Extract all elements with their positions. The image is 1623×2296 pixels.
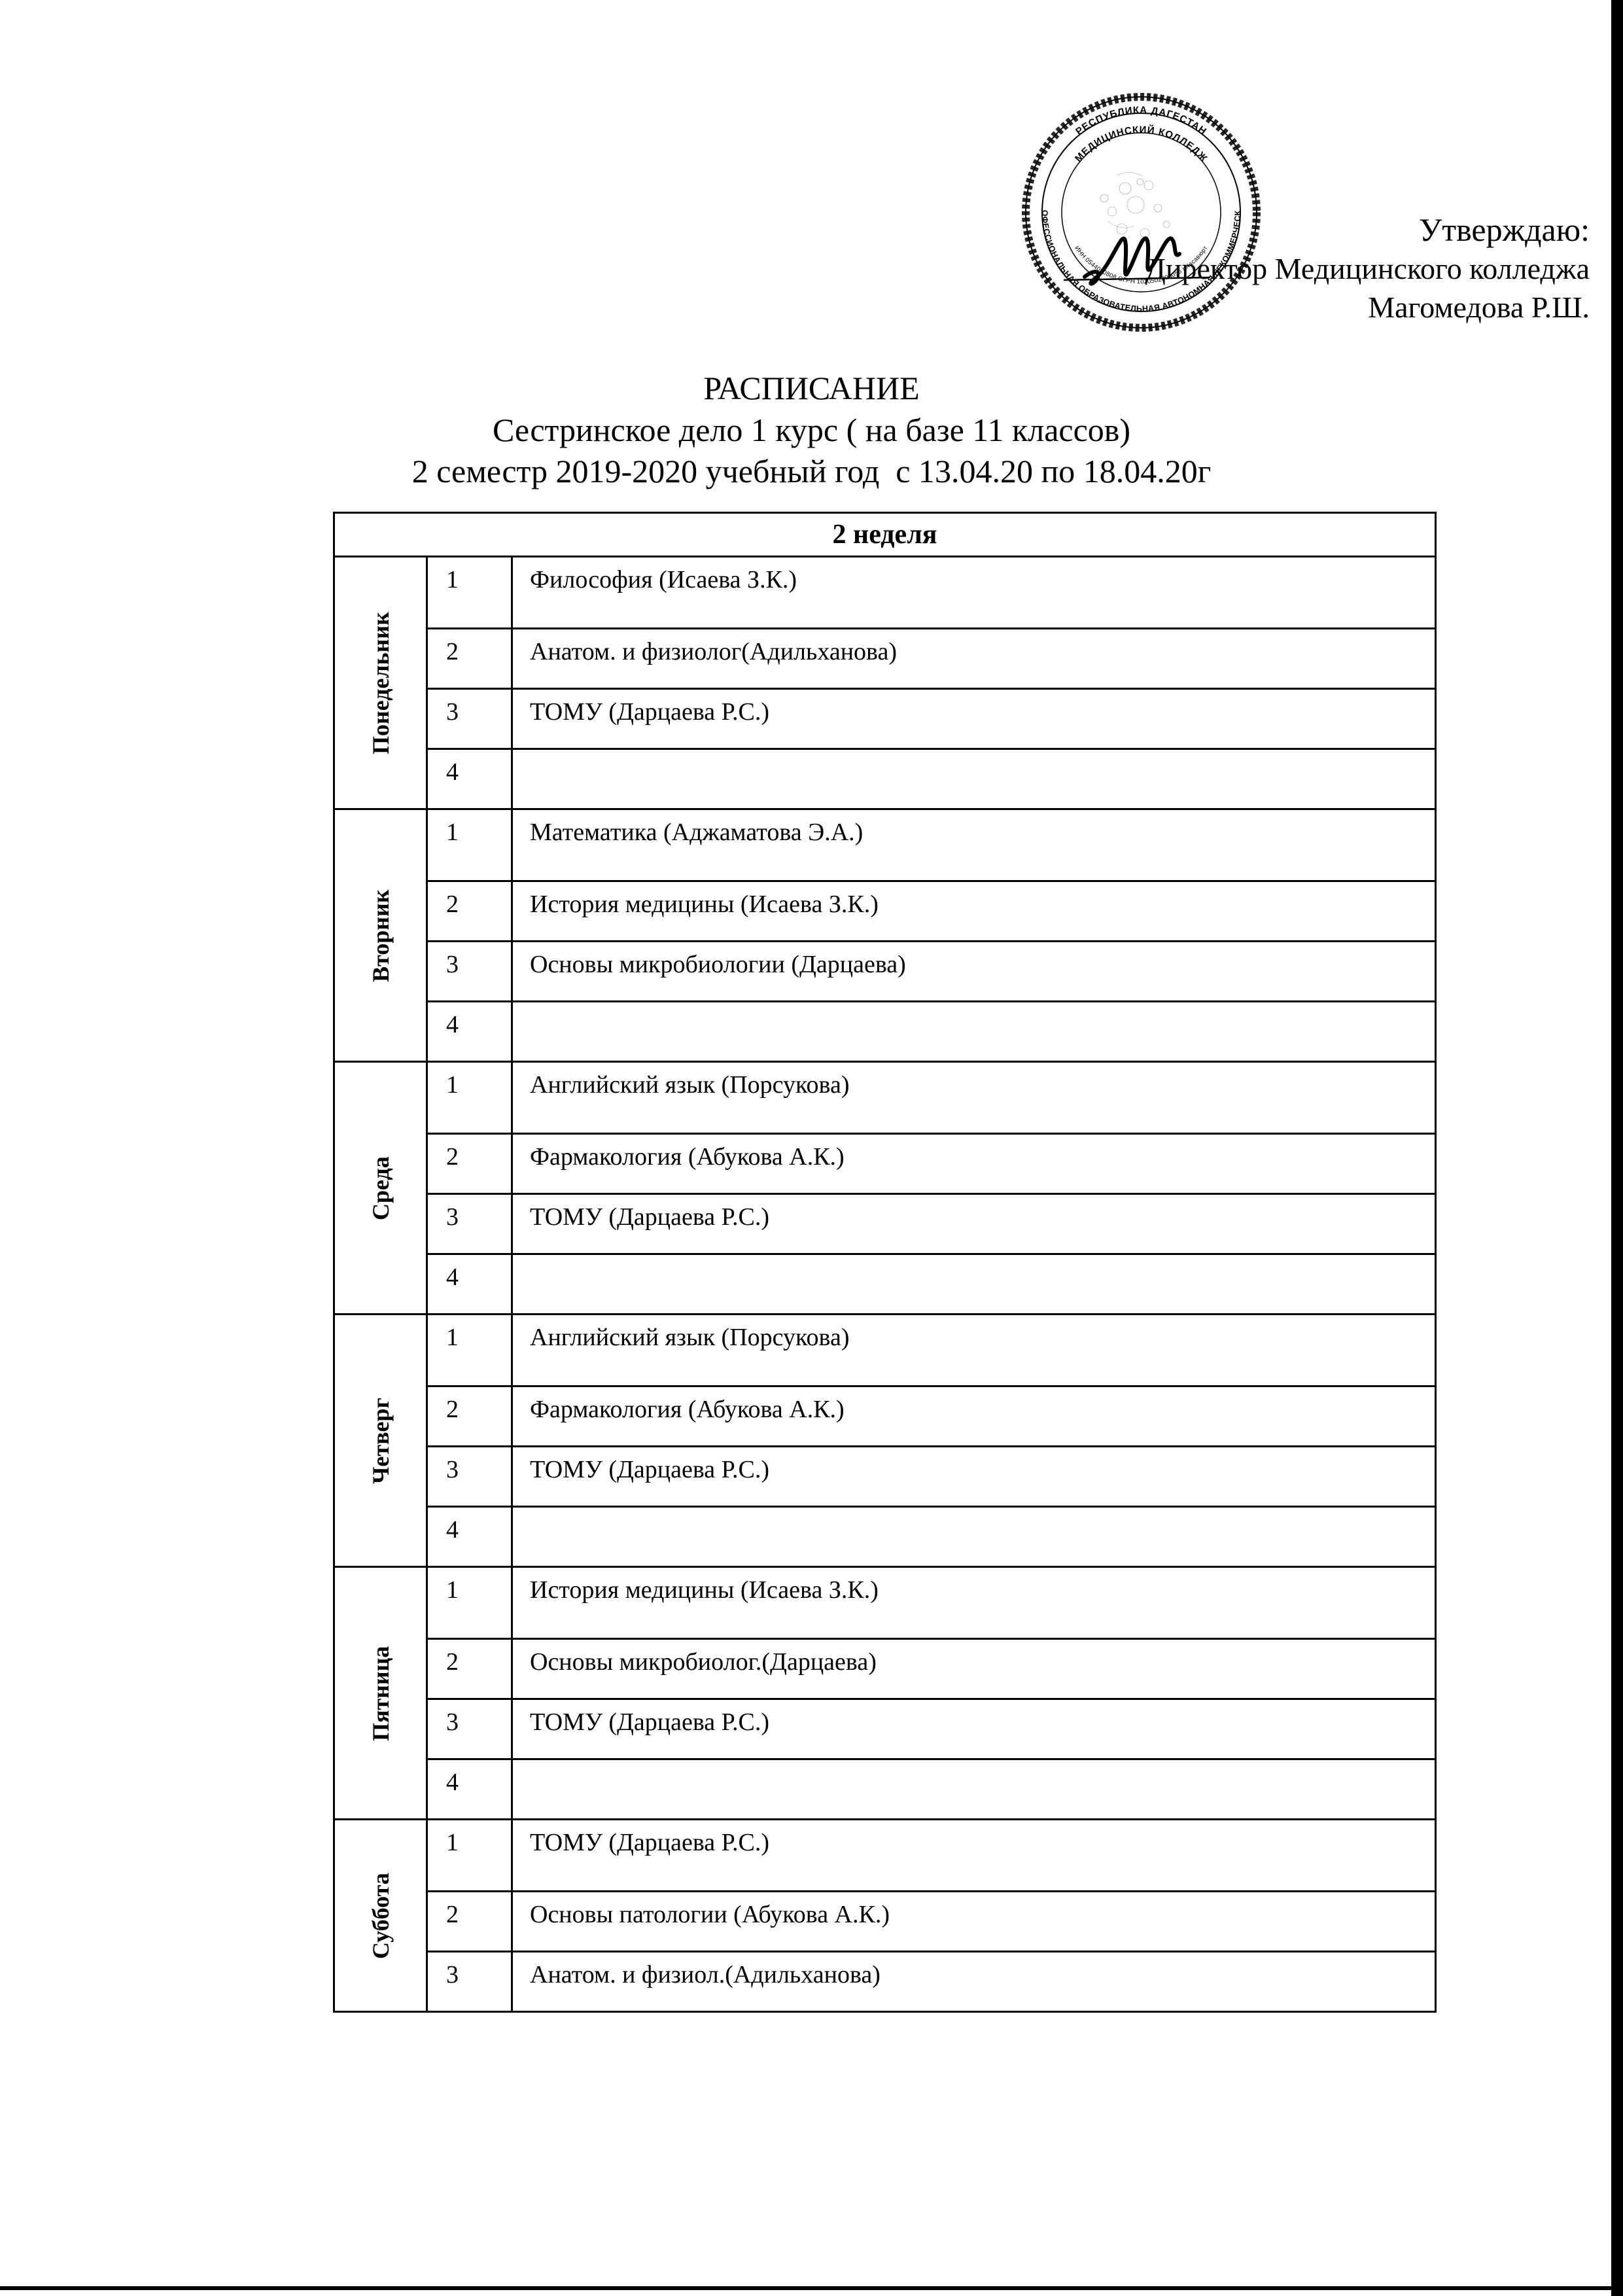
svg-text:МЕДИЦИНСКИЙ КОЛЛЕДЖ: МЕДИЦИНСКИЙ КОЛЛЕДЖ bbox=[1073, 124, 1210, 164]
